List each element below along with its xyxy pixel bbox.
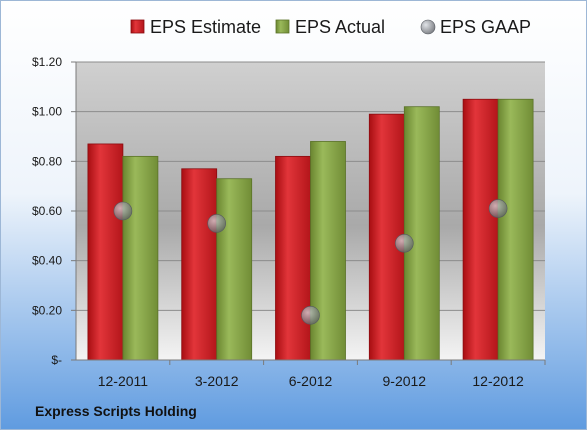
legend-label: EPS Actual <box>295 17 385 37</box>
y-tick-label: $0.80 <box>32 154 62 168</box>
legend-swatch <box>275 19 290 34</box>
bar-eps-actual <box>497 98 534 361</box>
y-tick-label: $1.20 <box>32 55 62 69</box>
axes: $- $0.20 $0.40 $0.60 $0.80 $1.00 $1.20 12-2011 3… <box>32 55 546 389</box>
y-tick-label: $1.00 <box>32 105 62 119</box>
legend-swatch <box>420 19 436 35</box>
legend-label: EPS Estimate <box>150 17 261 37</box>
marker-eps-gaap <box>301 305 320 325</box>
company-name: Express Scripts Holding <box>35 403 197 419</box>
bar-eps-estimate <box>181 168 218 361</box>
legend-swatch <box>130 19 145 34</box>
y-tick-label: $0.40 <box>32 254 62 268</box>
y-tick-label: $0.20 <box>32 303 62 317</box>
y-tick-label: $- <box>51 353 62 367</box>
legend-label: EPS GAAP <box>440 17 531 37</box>
bar-eps-actual <box>403 106 440 361</box>
marker-eps-gaap <box>113 201 133 221</box>
x-tick-label: 12-2012 <box>472 373 524 389</box>
bars <box>87 98 534 361</box>
marker-eps-gaap <box>394 233 414 253</box>
bar-eps-actual <box>122 155 159 361</box>
x-tick-label: 6-2012 <box>289 373 333 389</box>
bar-eps-actual <box>216 178 253 361</box>
marker-eps-gaap <box>488 199 508 218</box>
y-tick-label: $0.60 <box>32 204 62 218</box>
bar-eps-estimate <box>87 143 124 361</box>
marker-eps-gaap <box>207 214 226 233</box>
x-tick-label: 9-2012 <box>383 373 427 389</box>
x-tick-label: 3-2012 <box>195 373 239 389</box>
bar-eps-estimate <box>275 155 311 361</box>
legend: EPS Estimate EPS Actual EPS GAAP <box>130 17 531 37</box>
bar-eps-actual <box>310 141 346 361</box>
x-tick-label: 12-2011 <box>98 373 149 389</box>
bar-eps-estimate <box>462 98 499 361</box>
